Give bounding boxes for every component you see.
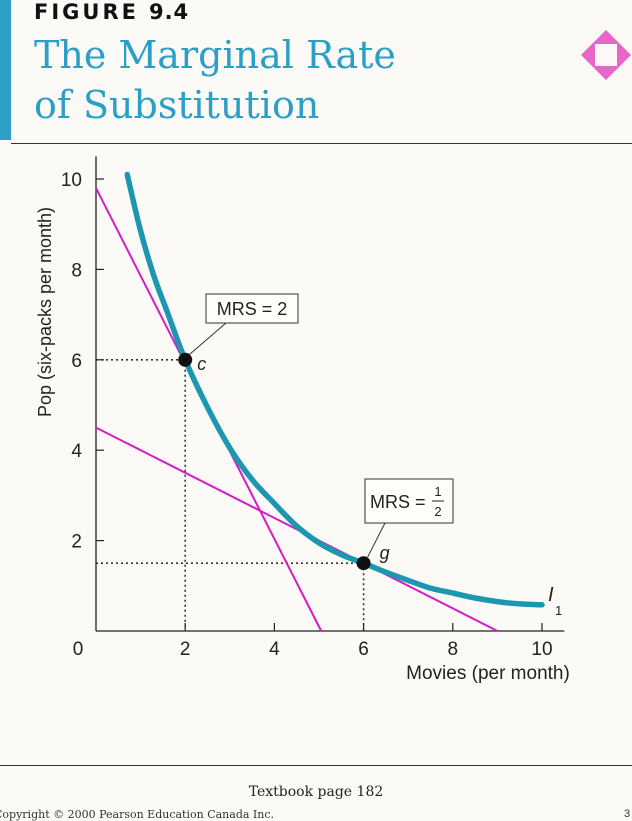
point-g (356, 556, 371, 571)
y-tick-label: 8 (71, 260, 82, 281)
x-tick-label: 0 (73, 639, 84, 660)
figure-word: FIGURE (34, 0, 139, 24)
x-tick-label: 10 (531, 639, 552, 660)
curve-label-subscript: 1 (555, 603, 562, 618)
curve-label: I (548, 584, 554, 606)
x-axis-label: Movies (per month) (406, 663, 570, 684)
diamond-logo-icon (581, 30, 631, 80)
guides-layer (96, 359, 365, 631)
y-tick-label: 6 (71, 351, 82, 372)
chart: 0 2 4 6 8 10 2 4 6 8 10 Movies (per month) Pop (six-… (35, 156, 570, 684)
top-rule (11, 143, 632, 144)
mrs-c-box (205, 293, 299, 324)
title-line-2: of Substitution (34, 83, 320, 127)
y-tick-label: 4 (71, 441, 82, 462)
figure-label: FIGURE 9.4 (34, 0, 189, 24)
figure-title: The Marginal Rate of Substitution (34, 30, 554, 130)
point-c (178, 352, 193, 367)
indifference-curve (124, 171, 545, 608)
diamond-inner (595, 44, 617, 66)
mrs-g-numerator: 1 (434, 484, 441, 499)
x-tick-label: 8 (448, 639, 459, 660)
mrs-c-label: MRS = 2 (217, 299, 288, 319)
accent-bar (0, 0, 11, 140)
mrs-g-denominator: 2 (434, 504, 441, 519)
point-label-c: c (197, 354, 206, 374)
figure-number: 9.4 (148, 0, 190, 24)
mrs-g-label: MRS = (370, 492, 426, 512)
mrs-g-pointer (367, 522, 386, 558)
x-tick-label: 4 (269, 639, 280, 660)
axes-layer: 0 2 4 6 8 10 2 4 6 8 10 Movies (per month) Pop (six-… (35, 156, 570, 684)
bottom-rule (0, 765, 632, 766)
x-tick-label: 6 (358, 639, 369, 660)
mrs-c-pointer (188, 322, 227, 356)
point-label-g: g (380, 543, 390, 563)
y-tick-label: 2 (71, 532, 82, 553)
x-tick-label: 2 (180, 639, 191, 660)
title-line-1: The Marginal Rate (34, 33, 396, 77)
lines-layer (95, 171, 545, 632)
points-layer (178, 352, 371, 571)
copyright-notice: Copyright © 2000 Pearson Education Canad… (0, 808, 275, 821)
y-tick-label: 10 (61, 170, 82, 191)
y-axis-label: Pop (six-packs per month) (35, 207, 55, 417)
textbook-reference: Textbook page 182 (248, 784, 384, 800)
page-number: 3 (624, 808, 631, 820)
